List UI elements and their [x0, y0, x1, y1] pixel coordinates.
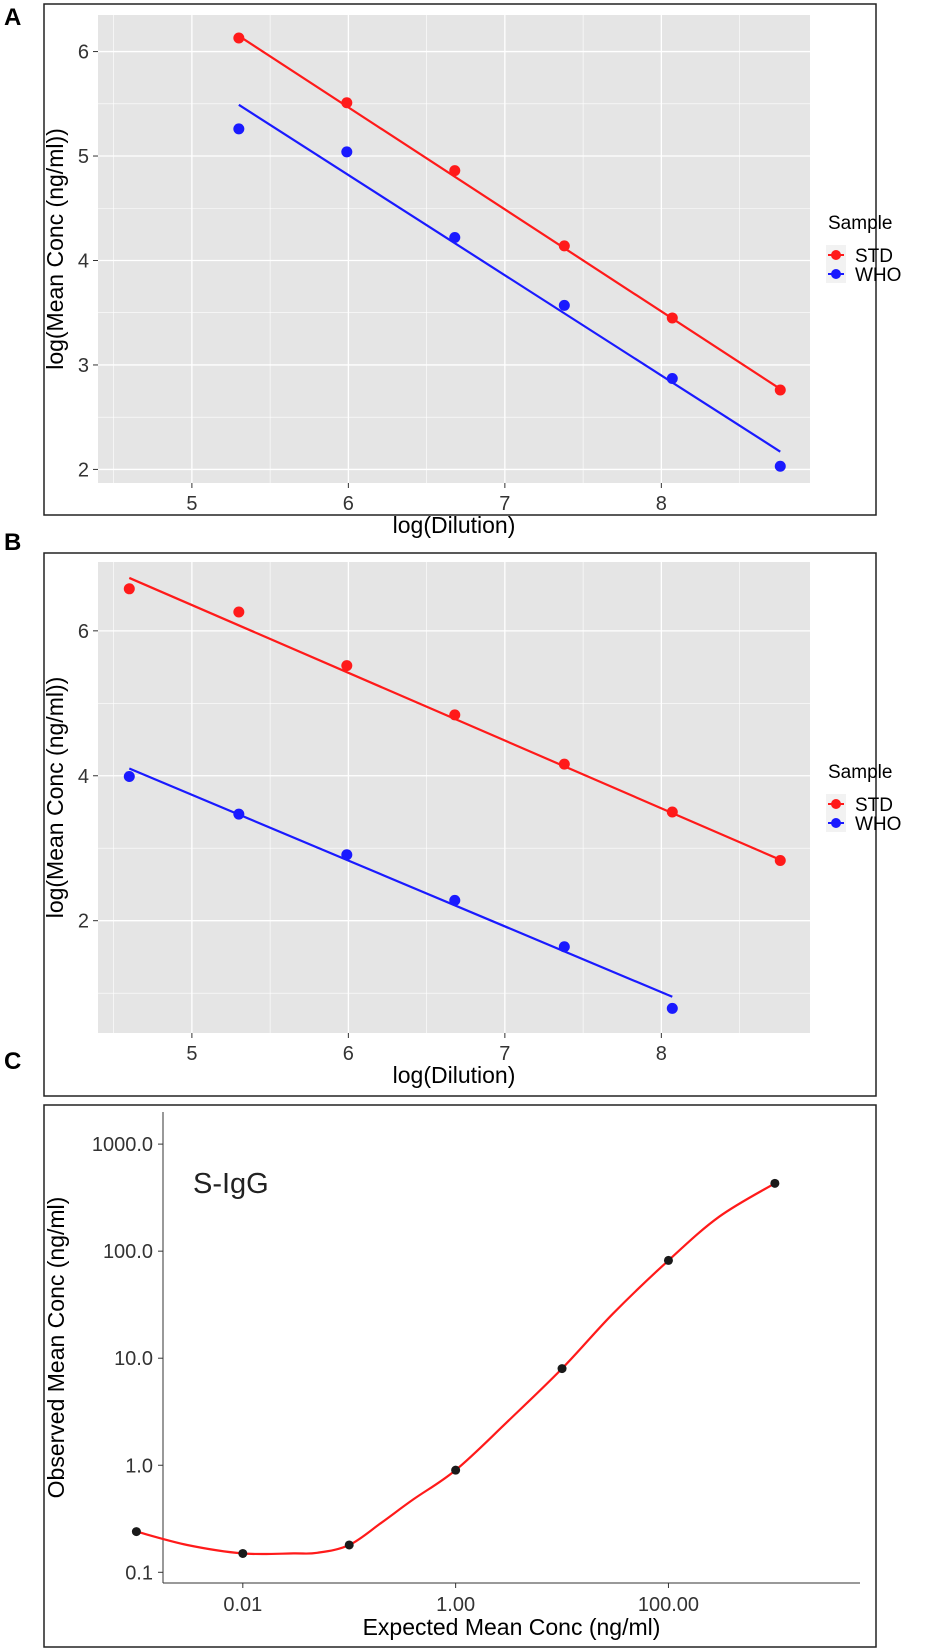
panel-b-legend-label-who: WHO: [855, 814, 901, 835]
panel-b-x-tick-label: 8: [656, 1043, 667, 1065]
panel-b-x-tick-label: 7: [499, 1043, 510, 1065]
panel-b-who-point: [666, 1002, 678, 1014]
panel-b-who-point: [449, 894, 461, 906]
panel-a-legend-title: Sample: [828, 213, 892, 234]
panel-c-x-tick-label: 1.00: [436, 1594, 475, 1616]
panel-a-y-tick-label: 2: [78, 459, 89, 481]
panel-a-x-tick-label: 6: [343, 493, 354, 515]
panel-c-y-axis-title: Observed Mean Conc (ng/ml): [43, 1197, 69, 1499]
panel-b-legend-key-who: [831, 818, 841, 828]
panel-c-x-axis-title: Expected Mean Conc (ng/ml): [363, 1614, 661, 1640]
panel-a-who-point: [666, 373, 678, 385]
panel-a-std-fit-line: [238, 34, 781, 390]
panel-a-y-axis-title: log(Mean Conc (ng/ml)): [42, 128, 68, 370]
panel-c-point: [770, 1178, 780, 1188]
panel-c-y-tick-label: 10.0: [114, 1348, 153, 1370]
panel-a-std-point: [558, 240, 570, 252]
panel-c-y-tick-label: 1000.0: [92, 1134, 153, 1156]
panel-a-y-tick-label: 3: [78, 355, 89, 377]
panel-a-std-point: [233, 32, 245, 44]
panel-b-x-tick-label: 6: [343, 1043, 354, 1065]
panel-b-std-point: [341, 660, 353, 672]
panel-b-frame: [43, 552, 877, 1097]
panel-c-x-tick-label: 100.00: [638, 1594, 699, 1616]
panel-b-plot-background: [98, 562, 810, 1033]
panel-a-y-tick-label: 4: [78, 250, 89, 272]
panel-b-who-point: [558, 941, 570, 953]
panel-a-std-point: [449, 165, 461, 177]
panel-c-point: [344, 1540, 354, 1550]
panel-c-y-tick-label: 1.0: [125, 1455, 153, 1477]
panel-a-x-tick-label: 5: [186, 493, 197, 515]
panel-letter-c: C: [4, 1048, 22, 1075]
panel-c-point: [451, 1465, 461, 1475]
panel-b-std-point: [666, 806, 678, 818]
panel-a-who-point: [449, 232, 461, 244]
panel-a-x-axis-title: log(Dilution): [393, 512, 516, 538]
panel-a-who-point: [233, 123, 245, 135]
panel-a-y-tick-label: 6: [78, 42, 89, 64]
panel-b-legend-key-std: [831, 799, 841, 809]
panel-a-x-tick-label: 7: [499, 493, 510, 515]
panel-b-legend-title: Sample: [828, 762, 892, 783]
panel-b-std-point: [123, 583, 135, 595]
panel-b-y-tick-label: 4: [78, 766, 89, 788]
panel-a-who-point: [774, 460, 786, 472]
panel-b-x-tick-label: 5: [186, 1043, 197, 1065]
panel-c-point: [663, 1255, 673, 1265]
panel-a-x-tick-label: 8: [656, 493, 667, 515]
panel-b-legend-label-std: STD: [855, 795, 893, 816]
panel-b-std-point: [449, 709, 461, 721]
panel-b-who-point: [123, 770, 135, 782]
panel-b-x-axis-title: log(Dilution): [393, 1062, 516, 1088]
panel-c-point: [131, 1527, 141, 1537]
panel-a-who-point: [558, 299, 570, 311]
panel-a-legend-label-std: STD: [855, 246, 893, 267]
panel-c-point: [238, 1548, 248, 1558]
panel-a-std-point: [341, 97, 353, 109]
panel-b-who-fit-line: [128, 767, 673, 998]
panel-c-frame: [43, 1104, 877, 1648]
panel-a-frame: [43, 3, 877, 516]
panel-c-y-tick-label: 100.0: [103, 1241, 153, 1263]
panel-c-y-tick-label: 0.1: [125, 1562, 153, 1584]
panel-a-legend-label-who: WHO: [855, 265, 901, 286]
panel-c-x-tick-label: 0.01: [223, 1594, 262, 1616]
panel-b-y-axis-title: log(Mean Conc (ng/ml)): [42, 677, 68, 919]
panel-a-std-point: [774, 384, 786, 396]
panel-a-who-point: [341, 146, 353, 158]
panel-b-y-tick-label: 6: [78, 621, 89, 643]
panel-c-point: [557, 1364, 567, 1374]
panel-a-legend-key-std: [831, 250, 841, 260]
panel-b-std-point: [233, 606, 245, 618]
panel-c-fit-curve: [136, 1182, 776, 1556]
panel-b-std-point: [774, 855, 786, 867]
panel-a-plot-background: [98, 15, 810, 483]
panel-b-std-point: [558, 758, 570, 770]
panel-letter-b: B: [4, 529, 22, 556]
panel-c-annotation: S-IgG: [193, 1168, 269, 1200]
panel-a-who-fit-line: [238, 103, 781, 453]
panel-b-who-point: [233, 808, 245, 820]
panel-letter-a: A: [4, 4, 22, 31]
panel-b-who-point: [341, 849, 353, 861]
panel-a-legend-key-who: [831, 269, 841, 279]
panel-a-y-tick-label: 5: [78, 146, 89, 168]
panel-a-std-point: [666, 312, 678, 324]
panel-b-y-tick-label: 2: [78, 911, 89, 933]
